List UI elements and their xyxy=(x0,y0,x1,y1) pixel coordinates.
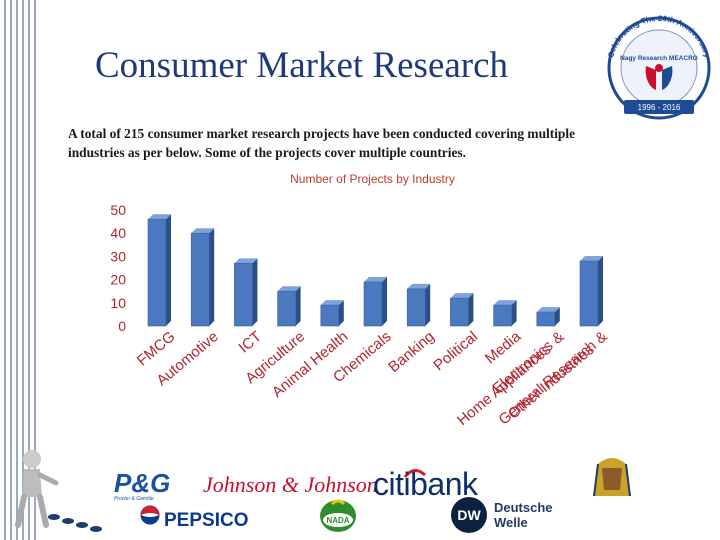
badge-emblem-blue xyxy=(662,66,673,90)
johnson-johnson-logo: Johnson & Johnson xyxy=(203,472,378,497)
y-tick-label: 30 xyxy=(110,248,126,264)
pepsi-globe-icon xyxy=(140,505,160,525)
citi-arc-icon xyxy=(403,469,427,478)
x-category-label: ICT xyxy=(236,328,265,357)
page-title: Consumer Market Research xyxy=(95,45,509,86)
deutsche-welle-logo: Deutsche Welle xyxy=(494,500,553,530)
bar-fmcg xyxy=(147,214,171,327)
y-tick-label: 50 xyxy=(110,202,126,218)
citibank-logo: citibank xyxy=(373,466,478,502)
bar-electronics-home-appliances xyxy=(536,307,560,327)
y-tick-label: 40 xyxy=(110,225,126,241)
nada-logo: NADA xyxy=(320,499,356,532)
bar-media xyxy=(493,300,517,327)
bar-animal-health xyxy=(320,300,344,327)
pepsico-logo: PEPSICO xyxy=(164,510,249,531)
x-category-label: Political xyxy=(430,328,481,374)
bar-banking xyxy=(406,283,431,327)
decorative-stripes xyxy=(0,0,40,540)
pharaoh-logo xyxy=(593,458,631,497)
bar-general-research-other-industries xyxy=(579,256,603,327)
y-tick-label: 10 xyxy=(110,295,126,311)
anniversary-badge: Celebrating The 20th Anniversary Nagy Re… xyxy=(606,14,712,120)
person-figure-illustration xyxy=(15,450,102,532)
bar-ict xyxy=(234,258,258,327)
pg-logo: P&G Procter & Gamble xyxy=(114,468,171,502)
svg-text:NADA: NADA xyxy=(326,516,349,525)
bar-automotive xyxy=(190,228,215,327)
bar-agriculture xyxy=(277,286,301,327)
badge-name: Nagy Research MEACRO xyxy=(620,55,698,62)
svg-text:DW: DW xyxy=(457,507,481,523)
badge-emblem-red xyxy=(645,66,656,90)
x-category-label: Banking xyxy=(385,328,437,376)
page-description: A total of 215 consumer market research … xyxy=(68,126,576,160)
bar-political xyxy=(450,293,474,327)
dw-logo-icon: DW xyxy=(451,497,487,533)
chart-title: Number of Projects by Industry xyxy=(290,172,455,186)
bar-chemicals xyxy=(363,276,387,327)
y-tick-label: 0 xyxy=(118,318,126,334)
y-tick-label: 20 xyxy=(110,272,126,288)
badge-years: 1996 - 2016 xyxy=(638,103,681,112)
